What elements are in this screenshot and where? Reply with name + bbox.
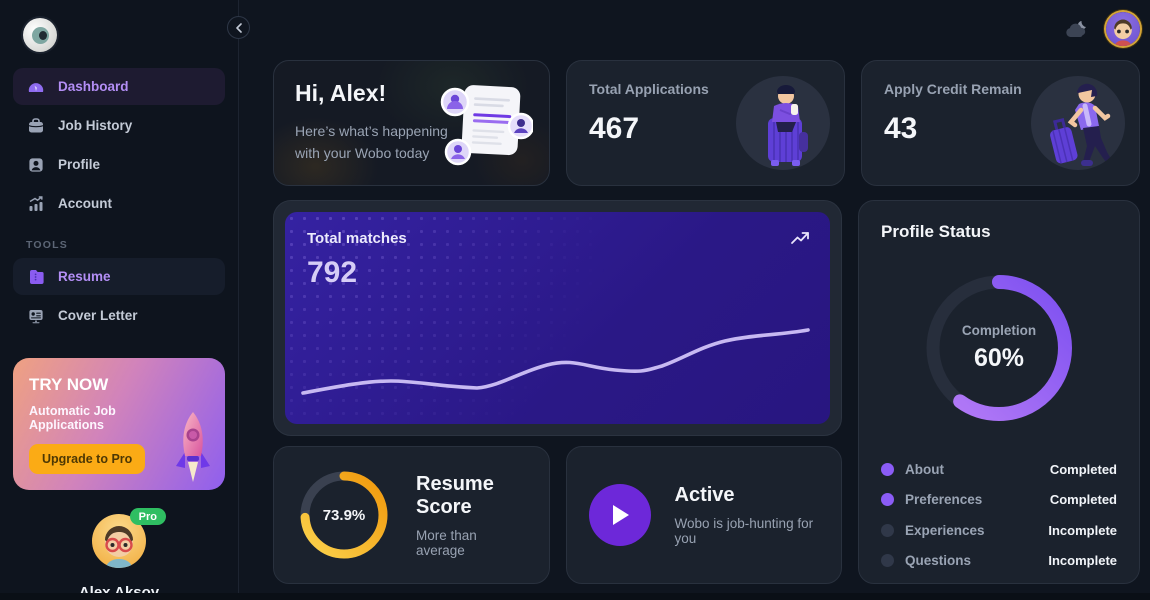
apply-credit-card: Apply Credit Remain 43 bbox=[861, 60, 1140, 186]
active-title: Active bbox=[674, 484, 735, 506]
play-button[interactable] bbox=[588, 484, 651, 546]
active-subtitle: Wobo is job-hunting for you bbox=[674, 516, 814, 546]
status-value: Incomplete bbox=[1048, 553, 1117, 569]
person-with-luggage-illustration bbox=[1031, 76, 1125, 170]
legend-row-about: About Completed bbox=[881, 454, 1117, 485]
greeting-line1: Here’s what’s happening bbox=[295, 123, 448, 139]
status-dot bbox=[881, 493, 894, 507]
total-matches-card: Total matches 792 bbox=[273, 200, 842, 436]
resume-score-percent: 73.9% bbox=[322, 506, 366, 524]
tools-section-label: TOOLS bbox=[26, 239, 68, 251]
greeting-card: Hi, Alex! Here’s what’s happening with y… bbox=[273, 60, 550, 186]
chevron-left-icon bbox=[235, 22, 242, 33]
upgrade-promo-card: TRY NOW Automatic Job Applications Upgra… bbox=[13, 358, 225, 490]
sidebar-collapse-button[interactable] bbox=[227, 16, 250, 39]
sidebar-item-dashboard[interactable]: Dashboard bbox=[13, 68, 225, 105]
profile-status-legend: About Completed Preferences Completed bbox=[881, 454, 1117, 576]
resume-score-card: 73.9% Resume Score More than average bbox=[273, 446, 550, 584]
promo-title: TRY NOW bbox=[29, 375, 109, 394]
main-content: Hi, Alex! Here’s what’s happening with y… bbox=[239, 0, 1150, 600]
resume-document-illustration bbox=[440, 85, 533, 166]
stat-value: 43 bbox=[884, 112, 918, 145]
stat-label: Apply Credit Remain bbox=[884, 81, 1022, 97]
stat-value: 467 bbox=[589, 112, 640, 145]
sidebar-item-label: Profile bbox=[58, 157, 101, 172]
sidebar-item-label: Dashboard bbox=[58, 79, 129, 94]
completion-value: 60% bbox=[973, 344, 1025, 372]
cloud-moon-icon bbox=[1066, 21, 1086, 37]
sidebar-item-label: Job History bbox=[58, 118, 133, 133]
legend-row-experiences: Experiences Incomplete bbox=[881, 515, 1117, 546]
profile-status-title: Profile Status bbox=[881, 222, 991, 241]
sidebar-item-profile[interactable]: Profile bbox=[13, 146, 225, 183]
status-value: Completed bbox=[1049, 492, 1117, 508]
chart-bars-icon bbox=[26, 194, 45, 213]
greeting-line2: with your Wobo today bbox=[295, 145, 430, 162]
matches-line-chart bbox=[301, 328, 810, 395]
promo-subtitle: Automatic Job Applications bbox=[29, 404, 116, 432]
active-status-card: Active Wobo is job-hunting for you bbox=[565, 446, 842, 584]
completion-label: Completion bbox=[961, 323, 1037, 338]
resume-folder-icon bbox=[26, 267, 45, 286]
status-dot bbox=[881, 462, 894, 476]
upgrade-to-pro-button[interactable]: Upgrade to Pro bbox=[29, 444, 146, 474]
person-card-icon bbox=[26, 155, 45, 174]
topbar-avatar[interactable] bbox=[1106, 12, 1140, 46]
status-value: Completed bbox=[1049, 461, 1117, 477]
resume-score-ring: 73.9% bbox=[296, 467, 392, 563]
user-block: Pro Alex Aksoy demo@demo.com bbox=[13, 508, 225, 600]
status-dot bbox=[881, 554, 894, 568]
legend-row-preferences: Preferences Completed bbox=[881, 485, 1117, 516]
stat-label: Total Applications bbox=[589, 81, 709, 97]
profile-status-card: Profile Status Completion 60% bbox=[858, 200, 1140, 584]
total-applications-card: Total Applications 467 bbox=[566, 60, 845, 186]
resume-score-title: Resume Score bbox=[416, 472, 494, 518]
horizontal-scrollbar[interactable] bbox=[0, 593, 1150, 600]
sidebar-item-account[interactable]: Account bbox=[13, 185, 225, 222]
trending-up-icon bbox=[791, 232, 809, 244]
topbar bbox=[273, 10, 1140, 48]
rocket-icon bbox=[176, 412, 210, 482]
greeting-title: Hi, Alex! bbox=[295, 80, 387, 106]
play-icon bbox=[612, 505, 629, 525]
briefcase-icon bbox=[26, 116, 45, 135]
sidebar-item-job-history[interactable]: Job History bbox=[13, 107, 225, 144]
theme-toggle-button[interactable] bbox=[1062, 17, 1090, 41]
status-dot bbox=[881, 523, 894, 537]
matches-label: Total matches bbox=[307, 230, 407, 247]
sidebar-item-cover-letter[interactable]: Cover Letter bbox=[13, 297, 225, 334]
gauge-icon bbox=[26, 77, 45, 96]
pro-badge: Pro bbox=[129, 508, 166, 525]
halftone-pattern bbox=[285, 212, 830, 424]
matches-value: 792 bbox=[307, 256, 358, 289]
person-on-suitcase-illustration bbox=[736, 76, 830, 170]
cover-letter-icon bbox=[26, 306, 45, 325]
app-logo-eye-icon[interactable] bbox=[23, 18, 57, 52]
sidebar-item-label: Cover Letter bbox=[58, 308, 138, 323]
sidebar: Dashboard Job History Profile Account TO… bbox=[0, 0, 239, 600]
completion-donut: Completion 60% bbox=[915, 264, 1083, 432]
status-value: Incomplete bbox=[1048, 522, 1117, 538]
sidebar-item-resume[interactable]: Resume bbox=[13, 258, 225, 295]
legend-row-questions: Questions Incomplete bbox=[881, 546, 1117, 577]
sidebar-item-label: Account bbox=[58, 196, 112, 211]
resume-score-subtitle: More than average bbox=[416, 527, 477, 558]
sidebar-item-label: Resume bbox=[58, 269, 111, 284]
